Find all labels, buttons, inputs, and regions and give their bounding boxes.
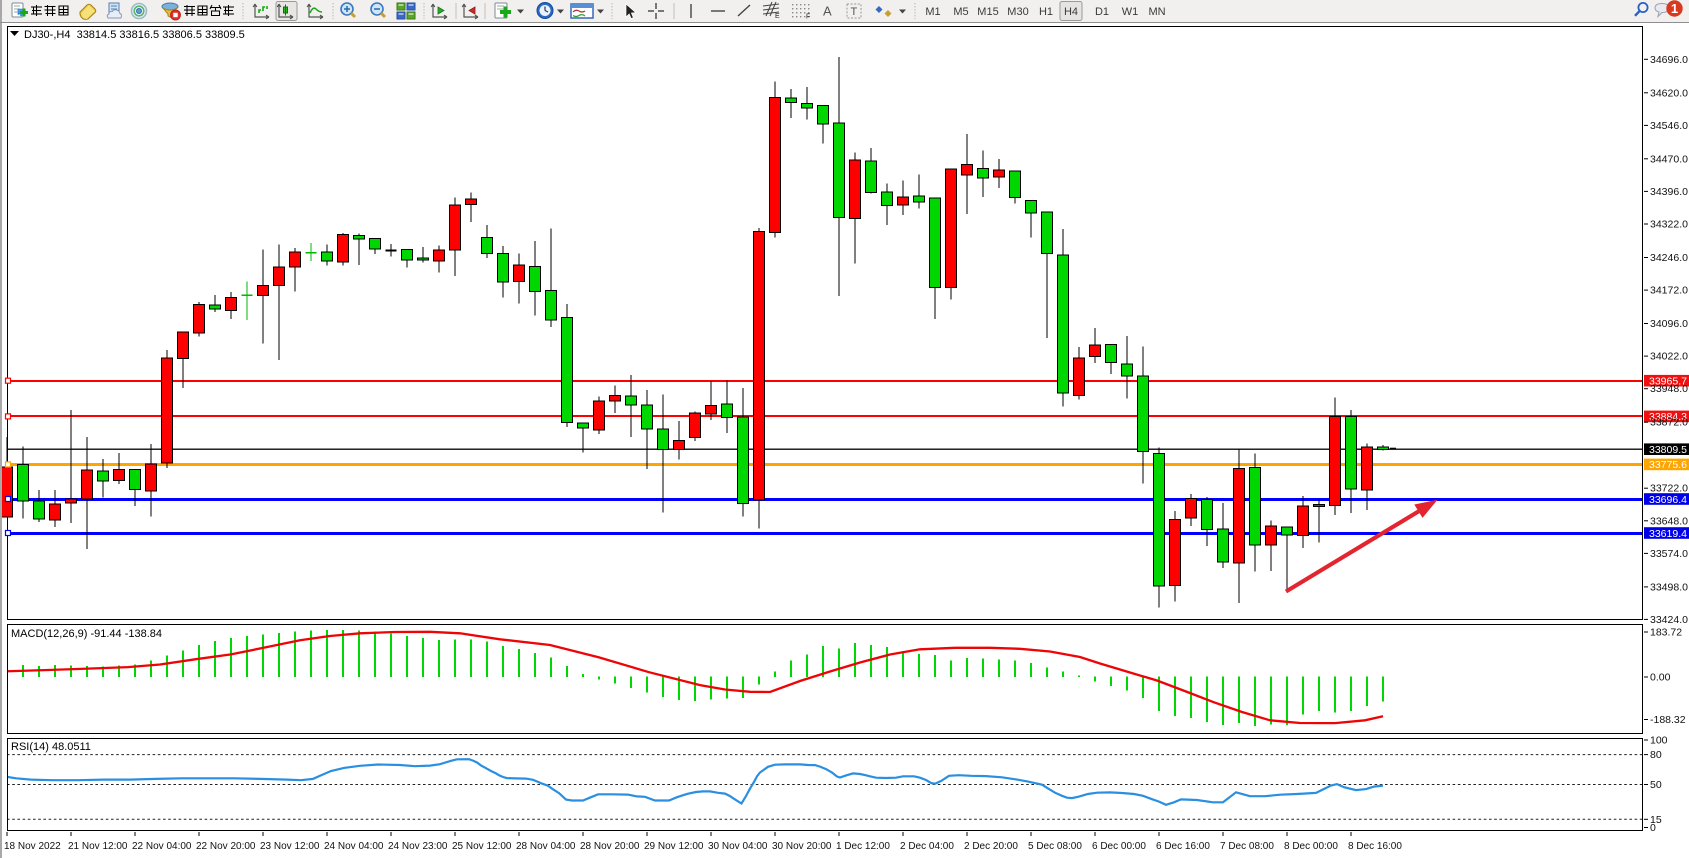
svg-text:33648.0: 33648.0 xyxy=(1650,515,1688,527)
svg-text:D1: D1 xyxy=(1095,6,1109,18)
svg-text:33696.4: 33696.4 xyxy=(1649,494,1687,506)
svg-text:28 Nov 20:00: 28 Nov 20:00 xyxy=(580,841,640,852)
svg-text:M30: M30 xyxy=(1007,6,1028,18)
svg-text:-188.32: -188.32 xyxy=(1650,714,1686,726)
svg-text:33809.5: 33809.5 xyxy=(1649,444,1687,456)
svg-text:6 Dec 16:00: 6 Dec 16:00 xyxy=(1156,841,1210,852)
svg-text:33619.4: 33619.4 xyxy=(1649,528,1687,540)
svg-text:33424.0: 33424.0 xyxy=(1650,614,1688,626)
svg-text:34696.0: 34696.0 xyxy=(1650,54,1688,66)
svg-text:34246.0: 34246.0 xyxy=(1650,252,1688,264)
svg-text:W1: W1 xyxy=(1122,6,1139,18)
svg-text:0.00: 0.00 xyxy=(1650,672,1671,684)
svg-text:34322.0: 34322.0 xyxy=(1650,219,1688,231)
svg-text:34546.0: 34546.0 xyxy=(1650,120,1688,132)
svg-text:18 Nov 2022: 18 Nov 2022 xyxy=(4,841,61,852)
svg-text:M5: M5 xyxy=(953,6,968,18)
svg-text:34620.0: 34620.0 xyxy=(1650,87,1688,99)
svg-text:7 Dec 08:00: 7 Dec 08:00 xyxy=(1220,841,1274,852)
svg-text:50: 50 xyxy=(1650,779,1662,791)
svg-text:33498.0: 33498.0 xyxy=(1650,581,1688,593)
svg-text:33965.7: 33965.7 xyxy=(1649,376,1687,388)
svg-text:F: F xyxy=(806,14,810,21)
svg-text:24 Nov 23:00: 24 Nov 23:00 xyxy=(388,841,448,852)
svg-text:30 Nov 04:00: 30 Nov 04:00 xyxy=(708,841,768,852)
svg-text:33884.3: 33884.3 xyxy=(1649,411,1687,423)
svg-text:34470.0: 34470.0 xyxy=(1650,153,1688,165)
svg-text:E: E xyxy=(775,13,780,20)
svg-text:22 Nov 20:00: 22 Nov 20:00 xyxy=(196,841,256,852)
svg-text:M1: M1 xyxy=(925,6,940,18)
svg-text:MACD(12,26,9) -91.44 -138.84: MACD(12,26,9) -91.44 -138.84 xyxy=(11,628,162,640)
svg-text:0: 0 xyxy=(1650,822,1656,834)
svg-text:H1: H1 xyxy=(1039,6,1053,18)
svg-text:30 Nov 20:00: 30 Nov 20:00 xyxy=(772,841,832,852)
svg-text:183.72: 183.72 xyxy=(1650,627,1682,639)
svg-text:33872.0: 33872.0 xyxy=(1650,417,1688,429)
svg-text:15: 15 xyxy=(1650,814,1662,826)
svg-text:21 Nov 12:00: 21 Nov 12:00 xyxy=(68,841,128,852)
svg-text:23 Nov 12:00: 23 Nov 12:00 xyxy=(260,841,320,852)
svg-text:34096.0: 34096.0 xyxy=(1650,318,1688,330)
svg-text:33775.6: 33775.6 xyxy=(1649,459,1687,471)
svg-text:22 Nov 04:00: 22 Nov 04:00 xyxy=(132,841,192,852)
svg-text:33574.0: 33574.0 xyxy=(1650,548,1688,560)
svg-text:5 Dec 08:00: 5 Dec 08:00 xyxy=(1028,841,1082,852)
svg-text:MN: MN xyxy=(1148,6,1165,18)
svg-text:DJ30-,H4 33814.5 33816.5 3380: DJ30-,H4 33814.5 33816.5 33806.5 33809.5 xyxy=(24,29,245,41)
svg-text:2 Dec 04:00: 2 Dec 04:00 xyxy=(900,841,954,852)
svg-text:A: A xyxy=(823,4,832,19)
svg-text:2 Dec 20:00: 2 Dec 20:00 xyxy=(964,841,1018,852)
svg-text:8 Dec 16:00: 8 Dec 16:00 xyxy=(1348,841,1402,852)
svg-text:H4: H4 xyxy=(1064,6,1078,18)
svg-text:100: 100 xyxy=(1650,735,1668,747)
svg-text:24 Nov 04:00: 24 Nov 04:00 xyxy=(324,841,384,852)
svg-text:1 Dec 12:00: 1 Dec 12:00 xyxy=(836,841,890,852)
svg-text:M15: M15 xyxy=(977,6,998,18)
svg-text:25 Nov 12:00: 25 Nov 12:00 xyxy=(452,841,512,852)
svg-text:8 Dec 00:00: 8 Dec 00:00 xyxy=(1284,841,1338,852)
svg-text:33948.0: 33948.0 xyxy=(1650,383,1688,395)
svg-text:34396.0: 34396.0 xyxy=(1650,186,1688,198)
svg-text:6 Dec 00:00: 6 Dec 00:00 xyxy=(1092,841,1146,852)
svg-text:34022.0: 34022.0 xyxy=(1650,351,1688,363)
svg-text:1: 1 xyxy=(1671,1,1678,16)
svg-text:T: T xyxy=(851,6,858,18)
svg-text:29 Nov 12:00: 29 Nov 12:00 xyxy=(644,841,704,852)
svg-text:28 Nov 04:00: 28 Nov 04:00 xyxy=(516,841,576,852)
svg-text:RSI(14) 48.0511: RSI(14) 48.0511 xyxy=(11,741,91,753)
svg-text:80: 80 xyxy=(1650,749,1662,761)
svg-text:34172.0: 34172.0 xyxy=(1650,285,1688,297)
svg-text:33722.0: 33722.0 xyxy=(1650,483,1688,495)
